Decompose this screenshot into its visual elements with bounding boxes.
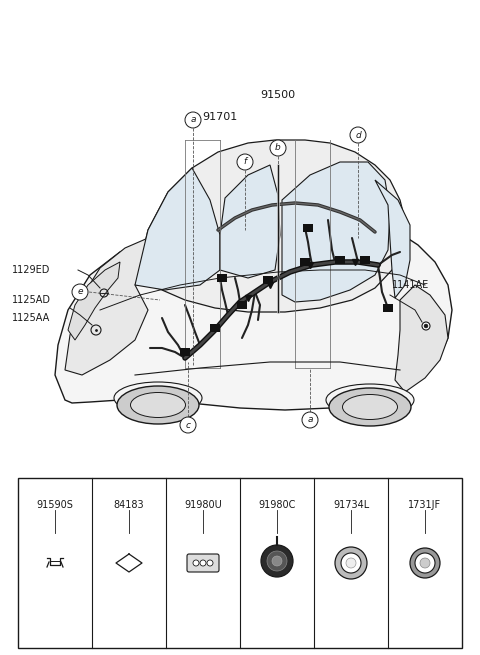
Circle shape	[95, 484, 109, 498]
Circle shape	[341, 553, 361, 573]
Polygon shape	[65, 222, 200, 375]
Text: e: e	[77, 288, 83, 297]
Text: 1129ED: 1129ED	[12, 265, 50, 275]
Polygon shape	[395, 285, 448, 392]
Text: a: a	[307, 415, 313, 424]
Ellipse shape	[114, 382, 202, 414]
Circle shape	[267, 551, 287, 571]
Bar	[217, 274, 227, 282]
Circle shape	[410, 548, 440, 578]
Polygon shape	[55, 208, 452, 410]
Text: f: f	[396, 487, 399, 495]
Circle shape	[317, 484, 331, 498]
Circle shape	[200, 560, 206, 566]
Circle shape	[415, 553, 435, 573]
Text: a: a	[25, 487, 31, 495]
Circle shape	[207, 560, 213, 566]
FancyBboxPatch shape	[187, 554, 219, 572]
Text: b: b	[275, 143, 281, 153]
Bar	[335, 256, 345, 264]
Ellipse shape	[343, 394, 397, 419]
Circle shape	[180, 417, 196, 433]
Polygon shape	[135, 140, 405, 312]
Circle shape	[169, 484, 183, 498]
Text: f: f	[243, 157, 247, 166]
Bar	[263, 276, 273, 284]
Text: 91980C: 91980C	[258, 500, 296, 510]
Text: 91980U: 91980U	[184, 500, 222, 510]
Text: b: b	[99, 487, 105, 495]
Ellipse shape	[117, 386, 199, 424]
Ellipse shape	[329, 388, 411, 426]
Text: d: d	[355, 130, 361, 140]
Bar	[180, 348, 190, 356]
Bar	[383, 304, 393, 312]
Bar	[303, 224, 313, 232]
Polygon shape	[375, 180, 410, 298]
Polygon shape	[135, 168, 220, 290]
Text: 91701: 91701	[203, 112, 238, 122]
Circle shape	[21, 484, 35, 498]
Circle shape	[72, 284, 88, 300]
Circle shape	[272, 556, 282, 566]
Text: 1141AE: 1141AE	[392, 280, 429, 290]
Circle shape	[424, 324, 428, 328]
Circle shape	[335, 547, 367, 579]
Polygon shape	[68, 262, 120, 340]
Circle shape	[270, 140, 286, 156]
Text: 1731JF: 1731JF	[408, 500, 442, 510]
Text: 1125AD: 1125AD	[12, 295, 51, 305]
Circle shape	[302, 412, 318, 428]
Text: 1125AA: 1125AA	[12, 313, 50, 323]
Circle shape	[346, 558, 356, 568]
Bar	[18, 478, 462, 648]
Circle shape	[422, 322, 430, 330]
Circle shape	[391, 484, 405, 498]
Text: e: e	[322, 487, 326, 495]
Text: d: d	[247, 487, 252, 495]
Text: 91734L: 91734L	[333, 500, 369, 510]
Text: a: a	[190, 115, 196, 124]
Bar	[210, 324, 220, 332]
Text: 84183: 84183	[114, 500, 144, 510]
Bar	[360, 256, 370, 264]
Circle shape	[420, 558, 430, 568]
Circle shape	[243, 484, 257, 498]
Ellipse shape	[326, 384, 414, 416]
Circle shape	[261, 545, 293, 577]
Circle shape	[350, 127, 366, 143]
Bar	[300, 258, 310, 266]
Ellipse shape	[131, 392, 185, 417]
Text: 91500: 91500	[261, 90, 296, 100]
Circle shape	[193, 560, 199, 566]
Text: c: c	[174, 487, 178, 495]
Polygon shape	[220, 165, 280, 278]
Polygon shape	[282, 162, 390, 302]
Text: c: c	[185, 421, 191, 430]
Bar	[237, 301, 247, 309]
Circle shape	[237, 154, 253, 170]
Text: 91590S: 91590S	[36, 500, 73, 510]
Circle shape	[185, 112, 201, 128]
